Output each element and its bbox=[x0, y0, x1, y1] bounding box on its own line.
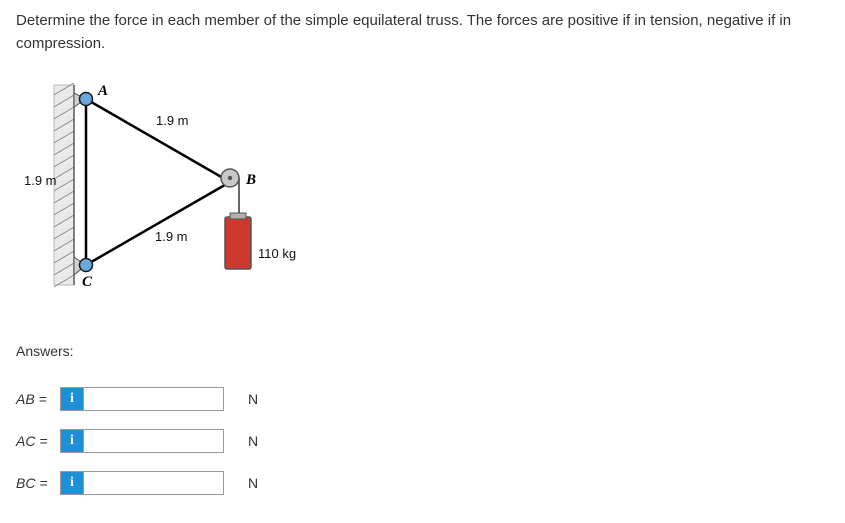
question-text: Determine the force in each member of th… bbox=[16, 10, 829, 55]
info-icon[interactable]: i bbox=[60, 471, 84, 495]
var-label-bc: BC = bbox=[16, 475, 60, 491]
answer-row-ac: AC = i N bbox=[16, 429, 829, 453]
weight-cap bbox=[230, 213, 246, 219]
member-ab bbox=[86, 99, 230, 182]
info-icon[interactable]: i bbox=[60, 387, 84, 411]
unit-label-ac: N bbox=[248, 433, 258, 449]
unit-label-ab: N bbox=[248, 391, 258, 407]
var-label-ac: AC = bbox=[16, 433, 60, 449]
ab-input[interactable] bbox=[84, 387, 224, 411]
answers-header: Answers: bbox=[16, 343, 829, 359]
member-bc bbox=[86, 182, 230, 265]
info-icon[interactable]: i bbox=[60, 429, 84, 453]
ac-input[interactable] bbox=[84, 429, 224, 453]
joint-a bbox=[80, 93, 93, 106]
answer-row-ab: AB = i N bbox=[16, 387, 829, 411]
mass-label: 110 kg bbox=[258, 246, 296, 261]
joint-c bbox=[80, 259, 93, 272]
label-a: A bbox=[97, 83, 108, 99]
answer-row-bc: BC = i N bbox=[16, 471, 829, 495]
label-b: B bbox=[245, 172, 256, 188]
dim-bc: 1.9 m bbox=[155, 229, 188, 244]
bc-input[interactable] bbox=[84, 471, 224, 495]
var-label-ab: AB = bbox=[16, 391, 60, 407]
dim-ac: 1.9 m bbox=[24, 173, 57, 188]
dim-ab: 1.9 m bbox=[156, 113, 189, 128]
figure-svg: A B C 1.9 m 1.9 m 1.9 m 110 kg bbox=[20, 83, 320, 303]
truss-figure: A B C 1.9 m 1.9 m 1.9 m 110 kg bbox=[20, 83, 829, 303]
label-c: C bbox=[82, 274, 93, 290]
weight-block bbox=[225, 217, 251, 269]
unit-label-bc: N bbox=[248, 475, 258, 491]
answers-section: Answers: AB = i N AC = i N BC = i N bbox=[16, 343, 829, 495]
pulley-center bbox=[228, 176, 232, 180]
